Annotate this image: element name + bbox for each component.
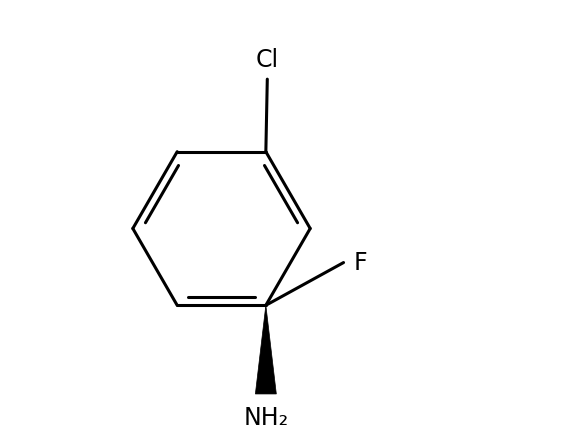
Text: F: F — [353, 251, 367, 275]
Polygon shape — [255, 305, 276, 394]
Text: Cl: Cl — [256, 48, 279, 72]
Text: NH₂: NH₂ — [243, 406, 288, 430]
